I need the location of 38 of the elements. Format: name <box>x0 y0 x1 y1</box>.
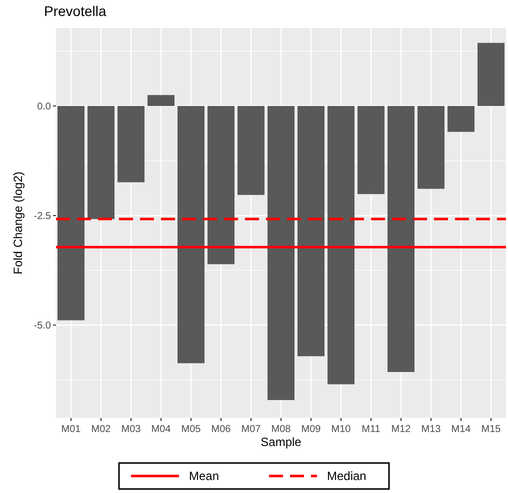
x-axis-title: Sample <box>260 435 302 449</box>
x-tick-label: M14 <box>451 424 472 435</box>
bar <box>178 106 204 364</box>
bar <box>388 106 414 372</box>
bar <box>148 95 174 106</box>
y-tick-label: -5.0 <box>34 320 52 332</box>
bar <box>448 106 474 132</box>
x-tick-label: M01 <box>61 424 82 435</box>
y-tick-label: 0.0 <box>37 102 52 112</box>
bar <box>298 106 324 356</box>
chart-title: Prevotella <box>44 3 106 19</box>
bar <box>238 106 264 195</box>
x-tick-label: M09 <box>301 424 322 435</box>
bar <box>328 106 354 384</box>
bar <box>358 106 384 194</box>
bar <box>118 106 144 182</box>
x-tick-label: M08 <box>271 424 292 435</box>
bar <box>418 106 444 189</box>
legend-label: Mean <box>189 469 220 484</box>
x-tick-label: M06 <box>211 424 232 435</box>
y-axis-title: Fold Change (log2) <box>11 172 25 274</box>
bar <box>88 106 114 220</box>
bar <box>208 106 234 264</box>
x-tick-label: M05 <box>181 424 202 435</box>
x-tick-label: M12 <box>391 424 412 435</box>
bar <box>268 106 294 400</box>
x-tick-label: M07 <box>241 424 262 435</box>
x-tick-label: M03 <box>121 424 142 435</box>
x-tick-label: M13 <box>421 424 442 435</box>
bar <box>58 106 84 320</box>
x-tick-label: M04 <box>151 424 172 435</box>
x-tick-label: M15 <box>481 424 502 435</box>
x-tick-label: M02 <box>91 424 112 435</box>
x-tick-label: M10 <box>331 424 352 435</box>
bar <box>478 42 504 106</box>
legend-label: Median <box>327 469 366 484</box>
x-tick-label: M11 <box>362 424 381 435</box>
y-tick-label: -2.5 <box>34 211 52 222</box>
